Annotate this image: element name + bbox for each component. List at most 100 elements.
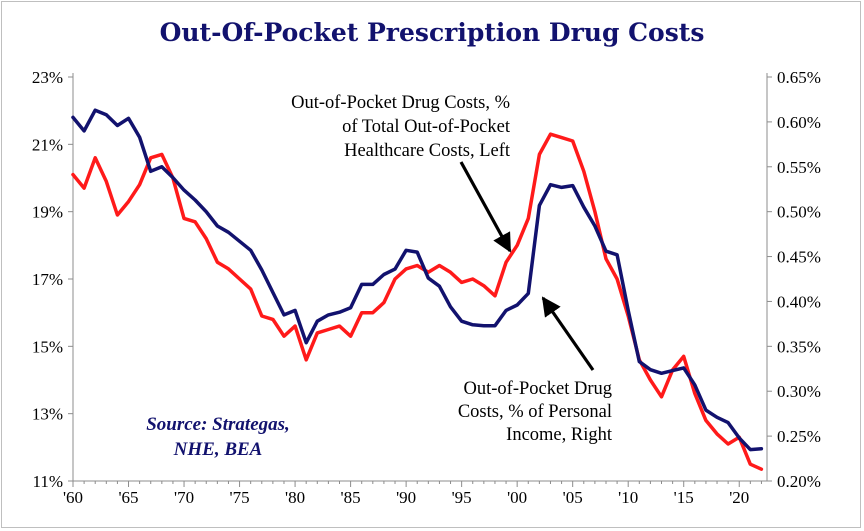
data-point xyxy=(727,421,729,424)
data-point xyxy=(383,273,385,276)
y-left-tick-label: 17% xyxy=(32,270,63,289)
data-point xyxy=(116,124,119,127)
data-point xyxy=(449,271,452,274)
data-point xyxy=(72,173,74,176)
data-point xyxy=(516,244,518,247)
data-point xyxy=(205,210,207,213)
data-point xyxy=(216,261,219,264)
data-point xyxy=(749,448,752,451)
data-point xyxy=(649,368,652,371)
data-point xyxy=(749,463,752,466)
data-point xyxy=(583,206,585,208)
y-right-tick-label: 0.40% xyxy=(777,292,821,311)
y-right-tick-label: 0.55% xyxy=(777,158,821,177)
data-point xyxy=(516,304,518,306)
data-point xyxy=(738,437,740,439)
annotation-blue-arrow xyxy=(541,296,595,371)
data-point xyxy=(605,258,607,260)
data-point xyxy=(549,133,552,135)
data-point xyxy=(649,379,652,381)
data-point xyxy=(161,153,163,156)
data-point xyxy=(660,396,663,398)
data-point xyxy=(305,359,308,361)
data-point xyxy=(249,249,252,252)
data-point xyxy=(127,117,130,120)
data-point xyxy=(194,199,196,201)
y-right-tick-label: 0.25% xyxy=(777,427,821,446)
data-point xyxy=(283,314,285,316)
data-point xyxy=(360,283,363,286)
data-point xyxy=(238,240,241,243)
data-point xyxy=(760,468,763,471)
data-point xyxy=(594,210,596,213)
y-left-tick-label: 19% xyxy=(32,203,63,222)
x-tick-label: '10 xyxy=(618,488,638,507)
x-tick-label: '20 xyxy=(729,488,749,507)
data-point xyxy=(616,278,618,280)
data-point xyxy=(416,251,419,253)
data-point xyxy=(505,261,507,264)
data-point xyxy=(583,170,585,173)
y-left-tick-label: 15% xyxy=(32,337,63,356)
data-point xyxy=(116,214,119,216)
data-point xyxy=(605,250,607,252)
data-point xyxy=(594,225,596,227)
data-point xyxy=(94,157,96,159)
data-point xyxy=(261,269,263,271)
x-tick-label: '90 xyxy=(396,488,416,507)
data-point xyxy=(494,324,496,327)
data-point xyxy=(538,204,541,207)
data-point xyxy=(716,416,718,419)
data-point xyxy=(238,278,241,280)
data-point xyxy=(161,166,163,168)
data-point xyxy=(716,433,718,435)
data-point xyxy=(460,320,463,323)
data-point xyxy=(449,306,452,308)
data-point xyxy=(127,200,130,203)
data-point xyxy=(727,443,729,445)
data-point xyxy=(316,320,319,323)
data-point xyxy=(694,384,696,386)
data-point xyxy=(360,311,363,314)
x-tick-label: '05 xyxy=(563,488,583,507)
data-point xyxy=(149,157,152,159)
data-point xyxy=(105,180,108,183)
annotation-red-text: of Total Out-of-Pocket xyxy=(342,117,511,137)
data-point xyxy=(660,372,663,375)
data-point xyxy=(327,314,330,316)
data-point xyxy=(483,284,485,287)
data-point xyxy=(671,369,674,372)
data-point xyxy=(527,217,530,220)
x-tick-label: '65 xyxy=(118,488,138,507)
data-point xyxy=(405,249,407,252)
data-point xyxy=(483,324,485,327)
x-tick-label: '95 xyxy=(452,488,472,507)
y-right-tick-label: 0.20% xyxy=(777,472,821,491)
data-point xyxy=(372,311,374,314)
data-point xyxy=(172,176,174,179)
data-point xyxy=(438,264,441,267)
data-point xyxy=(560,136,563,139)
data-point xyxy=(427,271,430,274)
data-point xyxy=(760,447,763,450)
data-point xyxy=(527,292,530,295)
data-point xyxy=(294,309,296,312)
data-point xyxy=(94,109,96,111)
y-left-tick-label: 23% xyxy=(32,68,63,87)
data-point xyxy=(183,189,185,191)
data-point xyxy=(283,335,285,338)
series-line-blue-right-axis xyxy=(71,108,764,452)
annotation-red-text: Out-of-Pocket Drug Costs, % xyxy=(291,93,510,113)
data-point xyxy=(705,419,707,422)
data-point xyxy=(394,278,396,280)
y-right-tick-label: 0.35% xyxy=(777,337,821,356)
y-right-tick-label: 0.30% xyxy=(777,382,821,401)
data-point xyxy=(138,183,141,186)
x-tick-label: '00 xyxy=(507,488,527,507)
data-point xyxy=(494,295,496,297)
data-point xyxy=(338,311,341,314)
data-point xyxy=(638,360,641,363)
data-point xyxy=(571,184,574,187)
